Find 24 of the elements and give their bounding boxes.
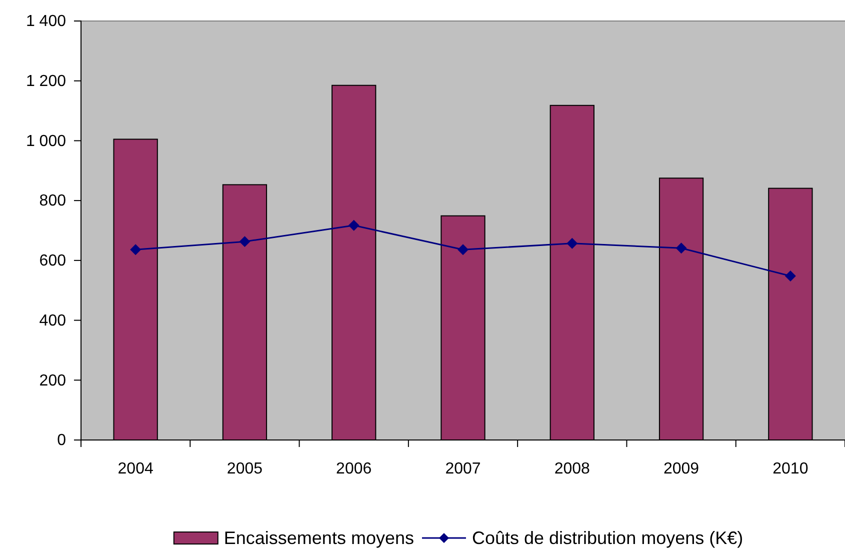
point bbox=[130, 244, 142, 256]
point bbox=[239, 236, 250, 248]
point bbox=[676, 242, 687, 254]
y-tick-label: 1 000 bbox=[26, 132, 66, 150]
legend-label: Coûts de distribution moyens (K€) bbox=[472, 528, 744, 548]
legend-label: Encaissements moyens bbox=[224, 528, 414, 548]
x-tick-label: 2009 bbox=[663, 460, 700, 478]
x-tick-label: 2007 bbox=[445, 460, 481, 478]
point bbox=[784, 270, 796, 282]
y-tick-label: 600 bbox=[39, 252, 66, 270]
y-tick-label: 0 bbox=[57, 432, 66, 450]
x-tick-label: 2010 bbox=[772, 460, 808, 478]
x-tick-label: 2004 bbox=[118, 460, 154, 478]
point bbox=[348, 220, 360, 231]
point bbox=[566, 238, 578, 249]
x-tick-label: 2005 bbox=[226, 460, 263, 478]
x-tick-label: 2006 bbox=[336, 460, 372, 478]
y-tick-label: 400 bbox=[39, 312, 66, 330]
x-tick-label: 2008 bbox=[554, 460, 590, 478]
y-tick-label: 200 bbox=[39, 372, 66, 390]
y-tick-label: 1 400 bbox=[26, 13, 66, 30]
y-tick-label: 800 bbox=[39, 192, 66, 210]
point bbox=[458, 244, 468, 256]
y-tick-label: 1 200 bbox=[26, 72, 66, 90]
